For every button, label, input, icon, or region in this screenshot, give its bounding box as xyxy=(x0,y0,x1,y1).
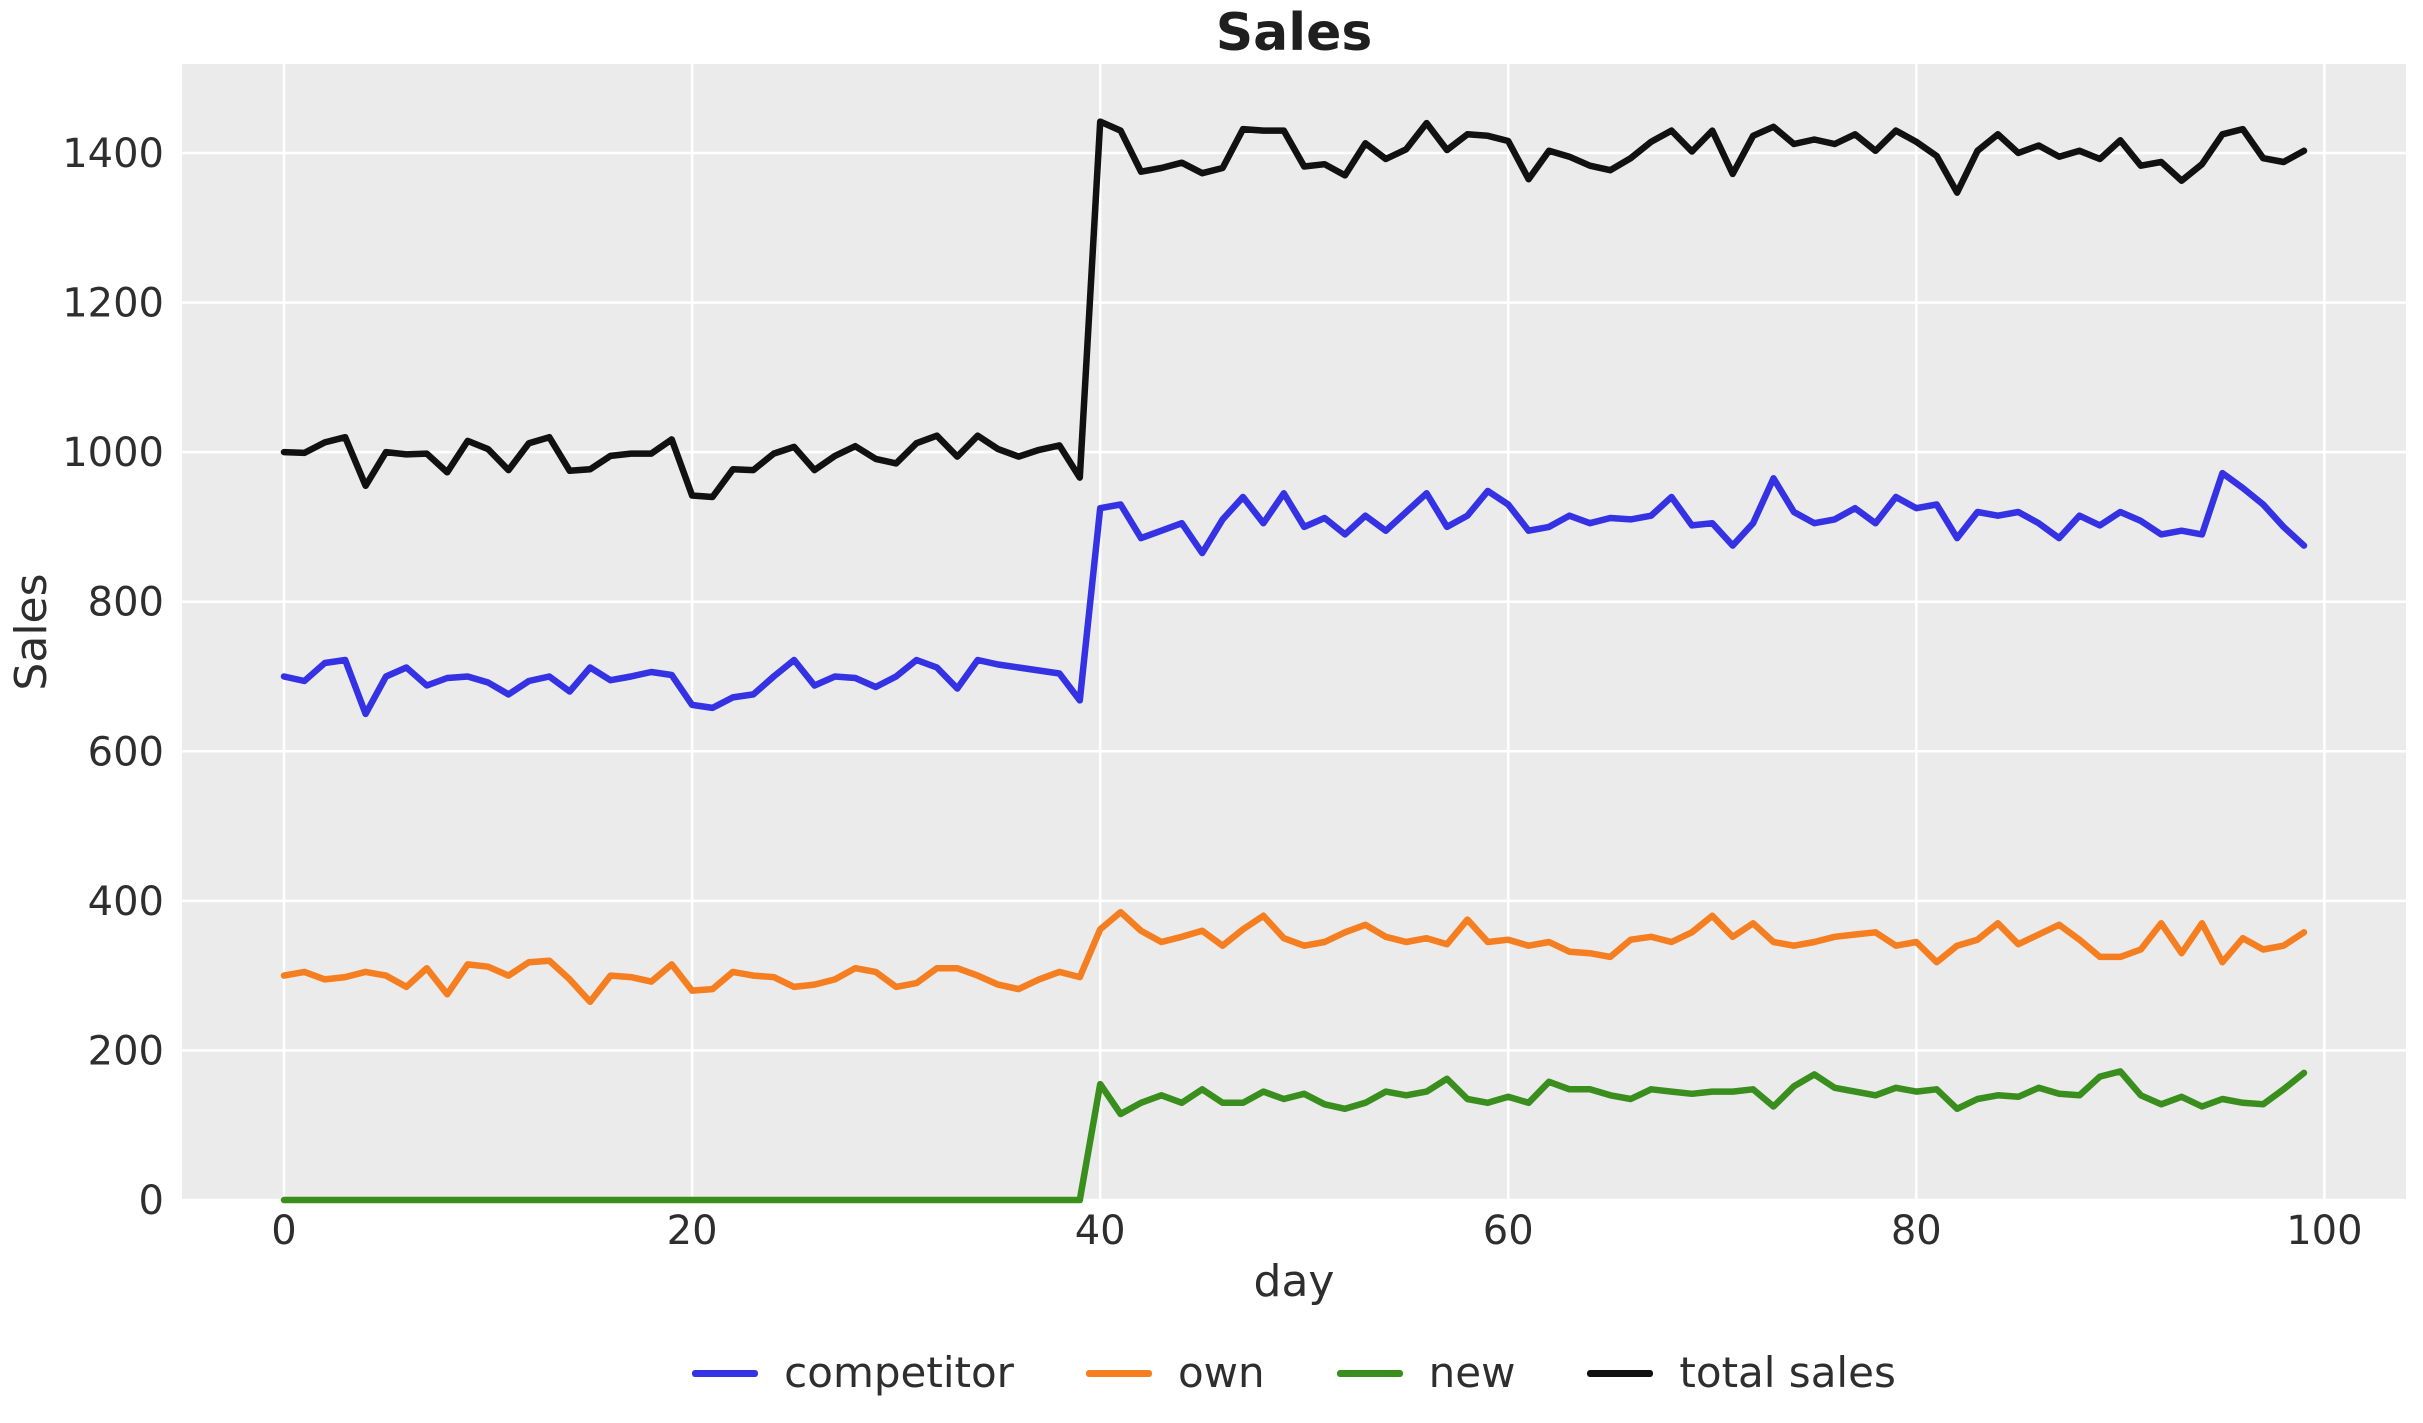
x-tick-label-40: 40 xyxy=(1075,1208,1126,1254)
x-tick-label-60: 60 xyxy=(1483,1208,1534,1254)
legend-item-new: new xyxy=(1336,1348,1516,1397)
y-tick-label-1200: 1200 xyxy=(62,281,164,327)
x-tick-label-20: 20 xyxy=(667,1208,718,1254)
legend-item-total-sales: total sales xyxy=(1587,1348,1896,1397)
y-tick-labels: 0 200 400 600 800 1000 1200 1400 xyxy=(62,131,164,1224)
gridlines xyxy=(182,64,2406,1202)
x-tick-label-0: 0 xyxy=(271,1208,296,1254)
legend: competitor own new total sales xyxy=(182,1338,2406,1408)
series-line-new xyxy=(280,1068,2308,1204)
legend-label-own: own xyxy=(1177,1348,1265,1397)
plot-area xyxy=(182,64,2406,1200)
y-tick-label-600: 600 xyxy=(88,729,164,775)
legend-swatch-total-sales xyxy=(1587,1369,1654,1377)
series-line-competitor xyxy=(280,469,2308,718)
x-tick-labels: 0 20 40 60 80 100 xyxy=(271,1208,2362,1254)
legend-swatch-own xyxy=(1085,1369,1152,1377)
legend-label-total-sales: total sales xyxy=(1679,1348,1896,1397)
legend-item-own: own xyxy=(1085,1348,1265,1397)
legend-swatch-new xyxy=(1336,1369,1403,1377)
chart-title: Sales xyxy=(1216,3,1373,63)
x-tick-label-100: 100 xyxy=(2286,1208,2362,1254)
y-tick-label-0: 0 xyxy=(139,1178,164,1224)
y-tick-label-1000: 1000 xyxy=(62,430,164,476)
y-tick-label-800: 800 xyxy=(88,580,164,626)
y-tick-label-1400: 1400 xyxy=(62,131,164,177)
y-axis-label: Sales xyxy=(6,573,57,690)
series-line-own xyxy=(280,908,2308,1006)
y-tick-label-400: 400 xyxy=(88,879,164,925)
series-line-total-sales xyxy=(280,118,2308,501)
series-lines xyxy=(280,118,2308,1204)
legend-item-competitor: competitor xyxy=(692,1352,1014,1394)
x-tick-label-80: 80 xyxy=(1891,1208,1942,1254)
legend-swatch-competitor xyxy=(692,1369,759,1377)
legend-label-competitor: competitor xyxy=(784,1348,1014,1397)
y-tick-label-200: 200 xyxy=(88,1028,164,1074)
x-axis-label: day xyxy=(1254,1256,1335,1307)
legend-label-new: new xyxy=(1428,1348,1516,1397)
